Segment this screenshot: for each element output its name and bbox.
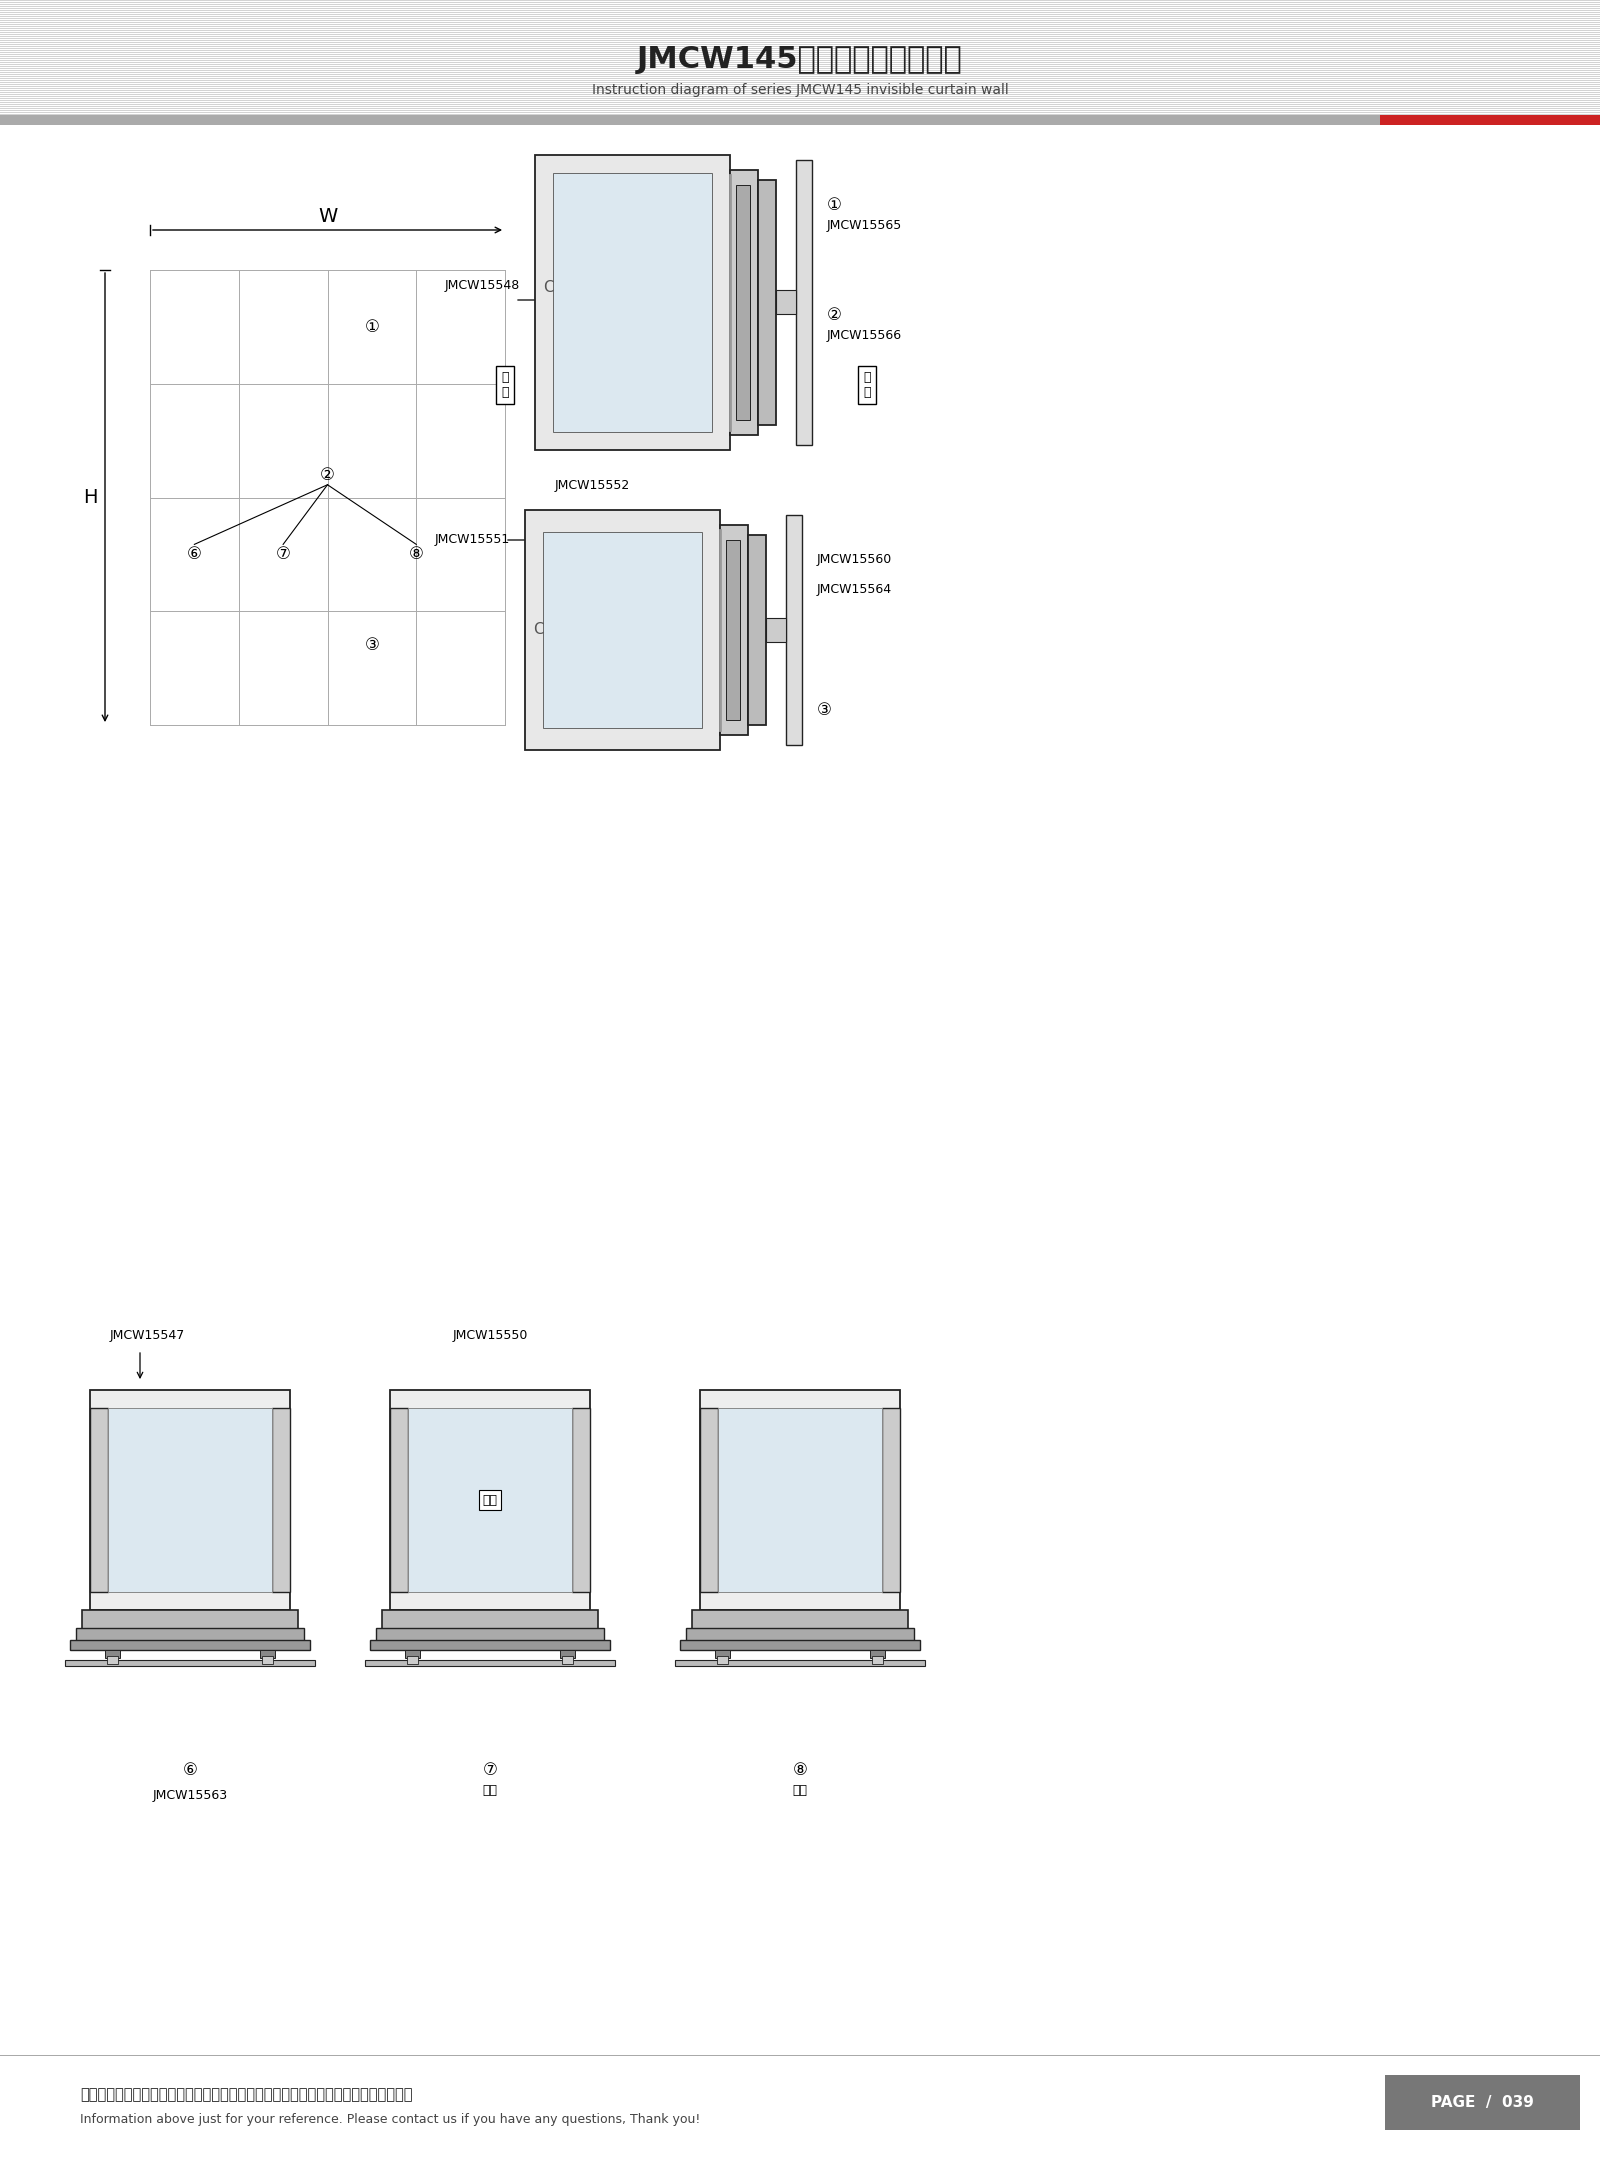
Text: JMCW15560: JMCW15560	[818, 553, 893, 566]
Text: JMCW15563: JMCW15563	[152, 1788, 227, 1801]
Bar	[376, 1628, 605, 1643]
Bar	[720, 525, 749, 736]
Bar	[408, 1408, 573, 1593]
Bar	[70, 1641, 310, 1649]
Text: JMCW15565: JMCW15565	[827, 219, 902, 232]
Text: C: C	[533, 623, 544, 638]
Text: JMCW15552: JMCW15552	[555, 480, 630, 490]
Bar	[701, 1408, 718, 1593]
Text: JMCW15548: JMCW15548	[445, 278, 520, 291]
Text: JMCW15550: JMCW15550	[453, 1328, 528, 1341]
Text: H: H	[83, 488, 98, 508]
Text: ⑧: ⑧	[410, 545, 424, 564]
Bar	[736, 184, 750, 421]
Bar	[560, 1649, 574, 1658]
Bar	[882, 1408, 899, 1593]
Bar	[766, 618, 786, 642]
Text: W: W	[318, 206, 338, 226]
Text: ③: ③	[818, 701, 832, 718]
Bar	[406, 1656, 418, 1664]
Text: ⑥: ⑥	[187, 545, 202, 564]
Bar	[717, 1656, 728, 1664]
Bar	[365, 1660, 614, 1667]
Text: JMCW15551: JMCW15551	[435, 534, 510, 547]
Bar	[66, 1660, 315, 1667]
Text: C: C	[542, 280, 554, 295]
Text: 室
内: 室 内	[501, 371, 509, 399]
Bar	[554, 174, 712, 432]
Text: ②: ②	[827, 306, 842, 323]
Text: ③: ③	[365, 636, 379, 655]
Text: ①: ①	[827, 195, 842, 215]
Bar	[726, 540, 739, 720]
Bar	[382, 1610, 598, 1630]
Bar	[758, 180, 776, 425]
Bar	[405, 1649, 419, 1658]
Text: JMCW15566: JMCW15566	[827, 328, 902, 341]
Bar	[776, 291, 797, 315]
Text: ①: ①	[365, 317, 379, 336]
Text: JMCW15547: JMCW15547	[110, 1328, 186, 1341]
Bar	[573, 1408, 590, 1593]
Bar	[1379, 115, 1600, 126]
Bar	[272, 1408, 290, 1593]
Bar	[534, 154, 730, 449]
Bar	[90, 1391, 290, 1610]
Bar	[77, 1628, 304, 1643]
Text: ⑥: ⑥	[182, 1762, 197, 1779]
Bar	[82, 1610, 298, 1630]
Bar	[1386, 2075, 1581, 2131]
Bar	[109, 1408, 272, 1593]
Text: ⑦: ⑦	[483, 1762, 498, 1779]
Bar	[262, 1656, 274, 1664]
Bar	[691, 1610, 909, 1630]
Bar	[786, 514, 802, 744]
Bar	[730, 169, 758, 434]
Bar	[106, 1649, 120, 1658]
Text: ⑧: ⑧	[792, 1762, 808, 1779]
Text: 室内: 室内	[483, 1493, 498, 1506]
Text: JMCW15564: JMCW15564	[818, 584, 893, 597]
Bar	[701, 1391, 899, 1610]
Text: JMCW145系列隐框幕墙结构图: JMCW145系列隐框幕墙结构图	[637, 46, 963, 74]
Text: Information above just for your reference. Please contact us if you have any que: Information above just for your referenc…	[80, 2114, 701, 2127]
Bar	[797, 161, 813, 445]
Bar	[680, 1641, 920, 1649]
Bar	[749, 536, 766, 725]
Bar	[107, 1656, 118, 1664]
Text: 图中所示型材截面、装配、编号、尺寸及重量仅供参考。如有疑问，请向本公司查询。: 图中所示型材截面、装配、编号、尺寸及重量仅供参考。如有疑问，请向本公司查询。	[80, 2088, 413, 2103]
Text: PAGE  /  039: PAGE / 039	[1430, 2094, 1533, 2109]
Bar	[390, 1391, 590, 1610]
Bar	[259, 1649, 275, 1658]
Text: ②: ②	[320, 467, 334, 484]
Bar	[675, 1660, 925, 1667]
Bar	[90, 1408, 109, 1593]
Bar	[870, 1649, 885, 1658]
Text: Instruction diagram of series JMCW145 invisible curtain wall: Instruction diagram of series JMCW145 in…	[592, 82, 1008, 98]
Text: 室
外: 室 外	[864, 371, 870, 399]
Text: 室外: 室外	[483, 1784, 498, 1797]
Bar	[370, 1641, 610, 1649]
Bar	[715, 1649, 730, 1658]
Text: 室外: 室外	[792, 1784, 808, 1797]
Bar	[0, 115, 1379, 126]
Text: ⑦: ⑦	[275, 545, 291, 564]
Bar	[872, 1656, 883, 1664]
Bar	[686, 1628, 914, 1643]
Bar	[562, 1656, 573, 1664]
Bar	[718, 1408, 882, 1593]
Bar	[390, 1408, 408, 1593]
Bar	[525, 510, 720, 751]
Bar	[542, 532, 702, 727]
